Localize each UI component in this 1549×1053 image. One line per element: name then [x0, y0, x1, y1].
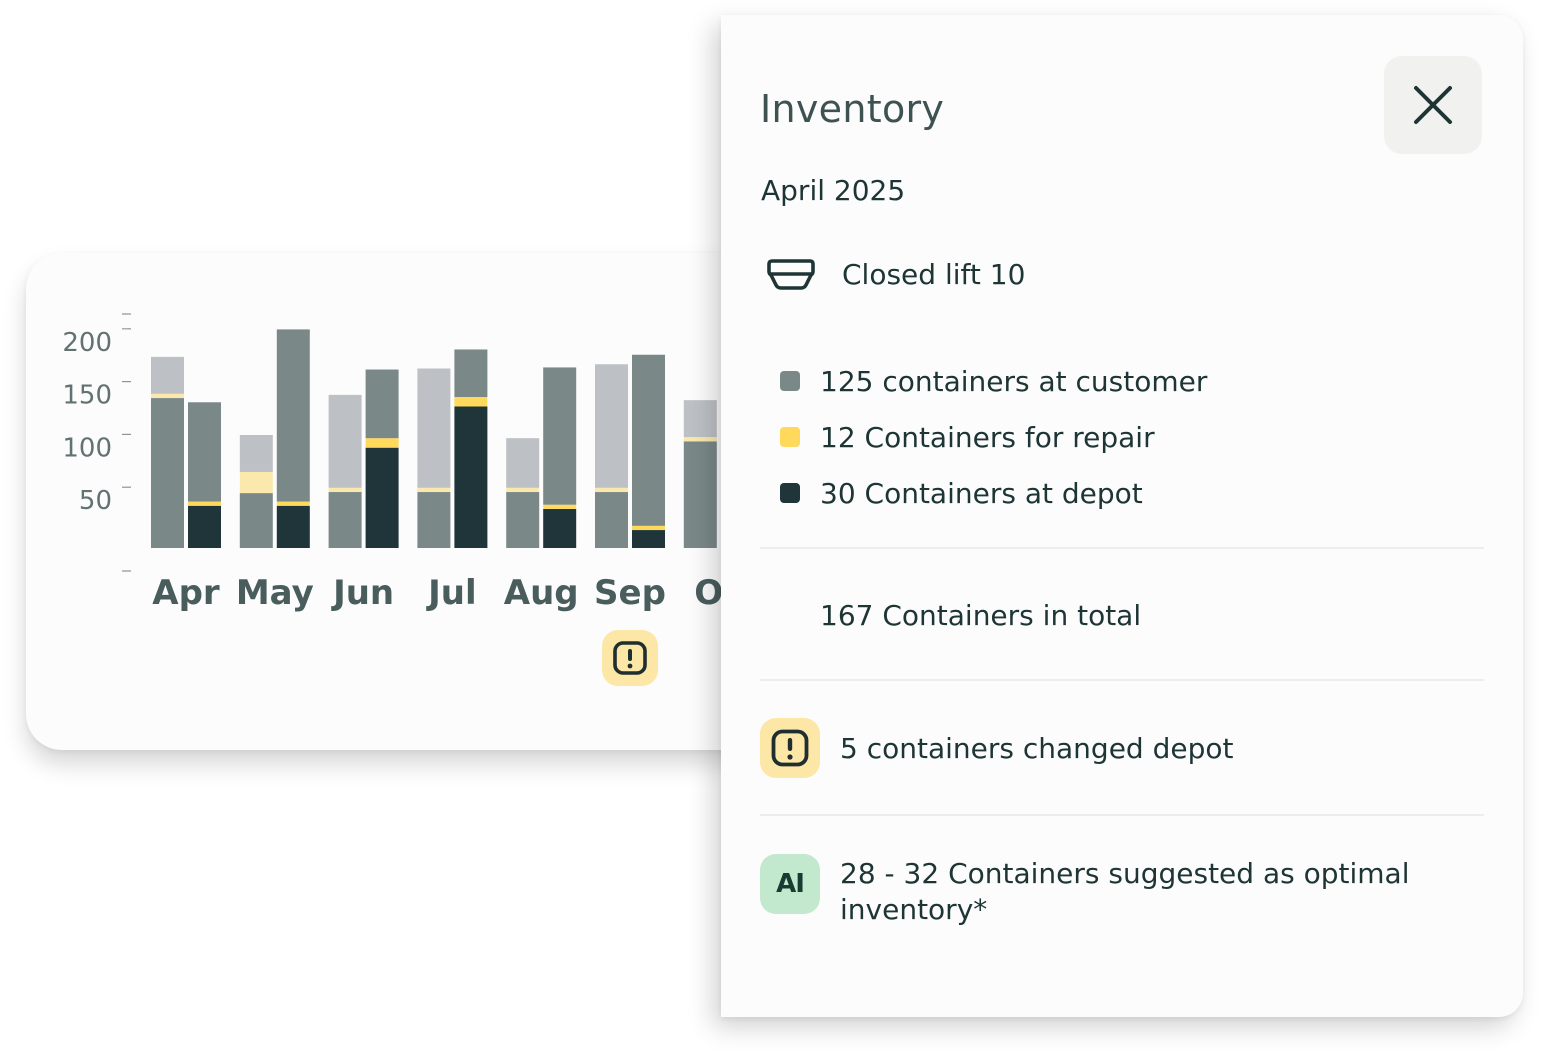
x-tick-label: Jun — [331, 573, 394, 613]
bar-segment-customer — [683, 441, 717, 548]
x-tick-label: May — [236, 573, 314, 613]
bar-segment-customer — [328, 492, 362, 548]
bar-segment-customer — [543, 367, 577, 505]
close-button[interactable] — [1384, 56, 1482, 154]
bar-segment-customer — [239, 493, 273, 548]
month-label: April 2025 — [761, 174, 906, 207]
legend: 125 containers at customer 12 Containers… — [780, 353, 1207, 521]
divider — [760, 547, 1484, 549]
ai-badge-label: AI — [776, 869, 805, 899]
bar-segment-forecast — [239, 435, 273, 472]
bar-segment-forecast — [683, 400, 717, 438]
swatch-depot — [780, 483, 800, 503]
bar-segment-repair — [328, 487, 362, 493]
legend-item-depot: 30 Containers at depot — [780, 465, 1207, 521]
inventory-panel: Inventory April 2025 Closed lift 10 125 … — [721, 15, 1523, 1017]
container-lift-icon — [767, 259, 815, 290]
bar-segment-repair — [276, 501, 310, 506]
swatch-repair — [780, 427, 800, 447]
divider — [760, 679, 1484, 681]
bar-segment-forecast — [506, 438, 540, 488]
bar-segment-depot — [276, 505, 310, 548]
bar-segment-repair — [632, 525, 665, 531]
bar-segment-repair — [417, 487, 451, 493]
lift-text: Closed lift 10 — [842, 257, 1026, 291]
bar-segment-repair — [188, 501, 221, 506]
bar-segment-customer — [632, 354, 665, 526]
swatch-customer — [780, 371, 800, 391]
x-tick-label: Sep — [594, 573, 666, 613]
lift-status: Closed lift 10 — [766, 257, 1025, 291]
bar-segment-depot — [543, 508, 577, 548]
bar-segment-depot — [632, 530, 665, 548]
bar-segment-customer — [188, 402, 221, 502]
bar-segment-depot — [454, 406, 488, 548]
y-tick-label: 50 — [79, 486, 112, 516]
bar-segment-repair — [506, 487, 540, 493]
x-tick-label: Jul — [426, 573, 477, 613]
bar-segment-forecast — [595, 364, 628, 488]
bar-segment-customer — [595, 492, 628, 548]
total-containers: 167 Containers in total — [820, 599, 1142, 632]
bar-segment-repair — [365, 438, 399, 448]
y-tick-label: 200 — [62, 328, 112, 358]
depot-change-alert[interactable]: 5 containers changed depot — [760, 718, 1233, 778]
bar-segment-repair — [595, 487, 628, 493]
ai-suggestion-text: 28 - 32 Containers suggested as optimal … — [840, 857, 1410, 926]
alert-icon — [613, 641, 647, 675]
panel-title: Inventory — [760, 87, 945, 131]
bar-segment-repair — [454, 396, 488, 407]
bar-segment-repair — [683, 437, 717, 442]
x-tick-label: Apr — [152, 573, 220, 613]
bar-segment-customer — [454, 349, 488, 397]
bar-segment-customer — [365, 369, 399, 439]
bar-segment-depot — [188, 505, 221, 548]
ai-suggestion[interactable]: AI 28 - 32 Containers suggested as optim… — [760, 854, 1410, 928]
alert-icon — [771, 729, 809, 767]
bar-segment-customer — [151, 398, 184, 548]
bar-segment-forecast — [151, 356, 184, 394]
x-tick-label: Aug — [504, 573, 579, 613]
bar-segment-depot — [365, 447, 399, 548]
y-tick-label: 100 — [62, 433, 112, 463]
legend-text: 30 Containers at depot — [820, 476, 1143, 510]
bar-segment-repair — [151, 393, 184, 399]
close-icon — [1414, 86, 1452, 124]
sep-alert-badge[interactable] — [602, 630, 658, 686]
bar-segment-customer — [276, 329, 310, 502]
ai-badge: AI — [760, 854, 820, 914]
bar-segment-forecast — [328, 394, 362, 488]
y-tick-label: 150 — [62, 381, 112, 411]
legend-text: 125 containers at customer — [820, 364, 1208, 398]
bar-segment-customer — [417, 492, 451, 548]
bar-segment-repair — [543, 504, 577, 509]
bar-segment-customer — [506, 492, 540, 548]
bar-segment-forecast — [417, 368, 451, 488]
legend-text: 12 Containers for repair — [820, 420, 1155, 454]
alert-text: 5 containers changed depot — [840, 731, 1234, 765]
chart-card: 50 100 150 200 Apr May Jun Jul Aug Sep Oc — [26, 253, 786, 750]
divider — [760, 814, 1484, 816]
legend-item-repair: 12 Containers for repair — [780, 409, 1207, 465]
alert-badge — [760, 718, 820, 778]
legend-item-customer: 125 containers at customer — [780, 353, 1207, 409]
bar-segment-repair — [239, 471, 273, 494]
